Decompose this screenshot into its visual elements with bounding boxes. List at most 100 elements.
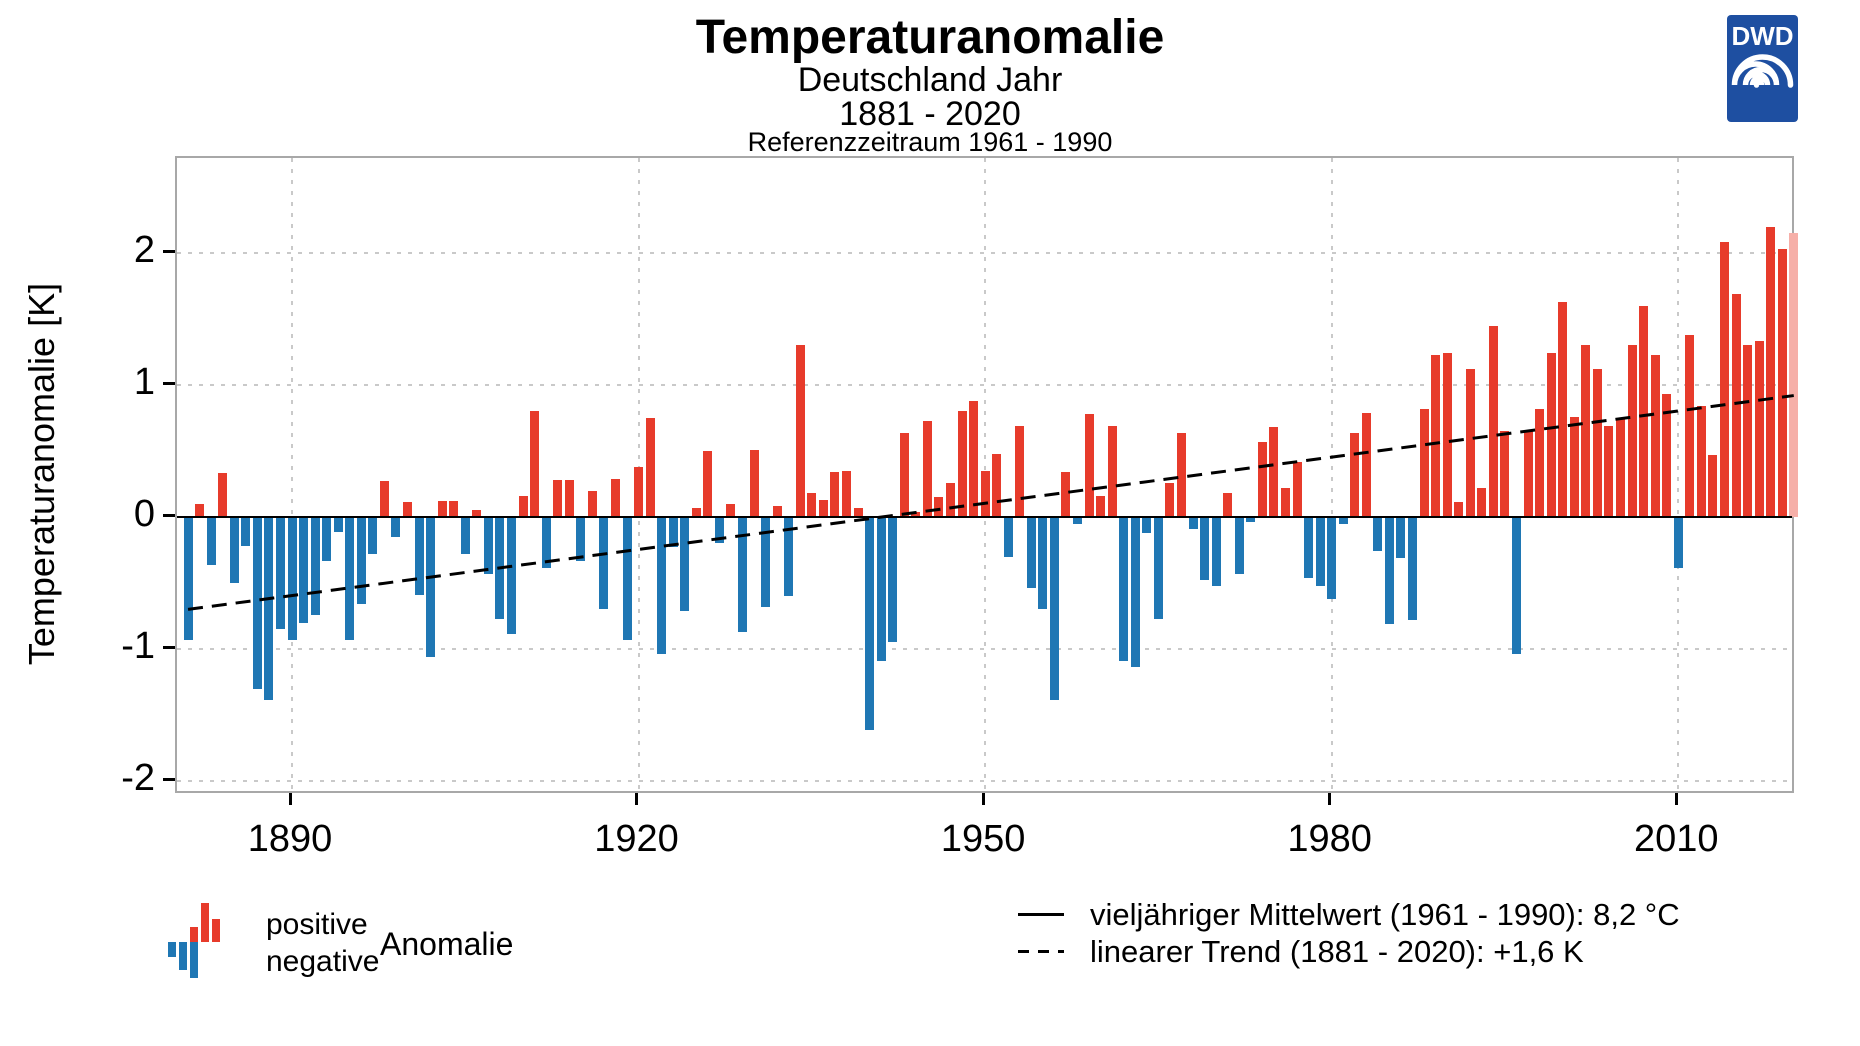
bar-2014 <box>1719 242 1729 517</box>
bar-1953 <box>1015 425 1025 517</box>
bar-2004 <box>1604 425 1614 517</box>
bar-2013 <box>1708 454 1718 517</box>
bar-1951 <box>992 453 1002 517</box>
bar-1937 <box>830 472 840 517</box>
bar-2009 <box>1662 394 1672 517</box>
bar-2020 <box>1789 233 1799 517</box>
y-axis-title: Temperaturanomalie [K] <box>21 282 62 666</box>
bar-1921 <box>645 418 655 517</box>
bar-1959 <box>1084 414 1094 517</box>
bar-2002 <box>1581 345 1591 517</box>
bar-2016 <box>1743 345 1753 517</box>
subtitle-period: 1881 - 2020 <box>839 95 1021 133</box>
anomaly-icon-bar <box>212 918 220 942</box>
bar-2005 <box>1615 419 1625 517</box>
bar-2019 <box>1777 249 1787 517</box>
bar-1993 <box>1477 487 1487 517</box>
bar-1995 <box>1500 431 1510 517</box>
bar-1922 <box>657 517 667 655</box>
bar-1893 <box>322 517 332 561</box>
bar-1962 <box>1119 517 1129 661</box>
bar-2008 <box>1650 354 1660 517</box>
bar-1969 <box>1200 517 1210 581</box>
x-tick-1950 <box>981 793 985 805</box>
bar-1936 <box>818 499 828 517</box>
bar-1961 <box>1107 425 1117 517</box>
bar-1999 <box>1546 353 1556 517</box>
anomaly-icon-bar <box>190 942 198 978</box>
bar-1977 <box>1292 461 1302 517</box>
bar-1998 <box>1535 408 1545 517</box>
bar-2018 <box>1766 226 1776 517</box>
bar-1949 <box>969 400 979 517</box>
bar-1989 <box>1431 354 1441 517</box>
bar-1898 <box>379 481 389 517</box>
bar-1963 <box>1130 517 1140 668</box>
bar-1919 <box>622 517 632 640</box>
bar-1901 <box>414 517 424 595</box>
anomaly-legend-icon <box>168 895 263 1005</box>
bar-1924 <box>680 517 690 611</box>
bar-1979 <box>1315 517 1325 586</box>
bar-1883 <box>206 517 216 565</box>
negative-label: negative <box>266 945 380 978</box>
bar-1945 <box>922 420 932 517</box>
bar-1966 <box>1165 482 1175 517</box>
subtitle-region: Deutschland Jahr <box>797 61 1063 99</box>
bar-1926 <box>703 451 713 517</box>
bar-1983 <box>1361 412 1371 517</box>
v-gridline-2010 <box>1677 158 1680 791</box>
bar-1910 <box>518 495 528 517</box>
bar-1920 <box>634 466 644 517</box>
bar-1900 <box>403 502 413 517</box>
bar-1905 <box>460 517 470 554</box>
bar-1968 <box>1188 517 1198 529</box>
bar-2006 <box>1627 345 1637 517</box>
bar-1976 <box>1280 487 1290 517</box>
x-tick-label-2010: 2010 <box>1633 818 1719 860</box>
bar-2010 <box>1673 517 1683 569</box>
bar-1964 <box>1142 517 1152 533</box>
bar-1897 <box>368 517 378 554</box>
bar-2011 <box>1685 334 1695 517</box>
bar-1972 <box>1234 517 1244 574</box>
bar-1997 <box>1523 431 1533 517</box>
bar-2017 <box>1754 341 1764 517</box>
bar-1956 <box>1049 517 1059 701</box>
trend-line-sample <box>1018 950 1064 953</box>
v-gridline-1980 <box>1330 158 1333 791</box>
bar-1891 <box>299 517 309 623</box>
bar-2012 <box>1696 406 1706 517</box>
y-tick-label-2: 2 <box>133 229 155 271</box>
y-tick--1 <box>163 645 175 649</box>
bar-1982 <box>1350 432 1360 517</box>
bar-1940 <box>865 517 875 730</box>
bar-1884 <box>218 473 228 517</box>
bar-1986 <box>1396 517 1406 558</box>
plot-area <box>175 156 1799 793</box>
bar-2007 <box>1639 305 1649 517</box>
y-tick-label--2: -2 <box>121 757 155 799</box>
bar-1996 <box>1512 517 1521 655</box>
bar-1965 <box>1153 517 1163 619</box>
y-tick-0 <box>163 513 175 517</box>
anomaly-icon-bar <box>168 942 176 957</box>
bar-1931 <box>761 517 771 607</box>
bar-1941 <box>876 517 886 661</box>
x-tick-1980 <box>1328 793 1332 805</box>
bar-1908 <box>495 517 505 619</box>
bar-1903 <box>437 501 447 517</box>
bar-1885 <box>229 517 239 583</box>
bar-1990 <box>1442 353 1452 517</box>
bar-1992 <box>1465 369 1475 517</box>
y-tick-1 <box>163 381 175 385</box>
bar-1887 <box>252 517 262 689</box>
page-title: Temperaturanomalie <box>695 11 1165 64</box>
bar-1911 <box>530 411 540 517</box>
bar-2000 <box>1558 301 1568 517</box>
bar-1954 <box>1026 517 1036 589</box>
anomaly-icon-bar <box>179 942 187 971</box>
x-tick-label-1890: 1890 <box>247 818 333 860</box>
bar-1947 <box>945 482 955 517</box>
